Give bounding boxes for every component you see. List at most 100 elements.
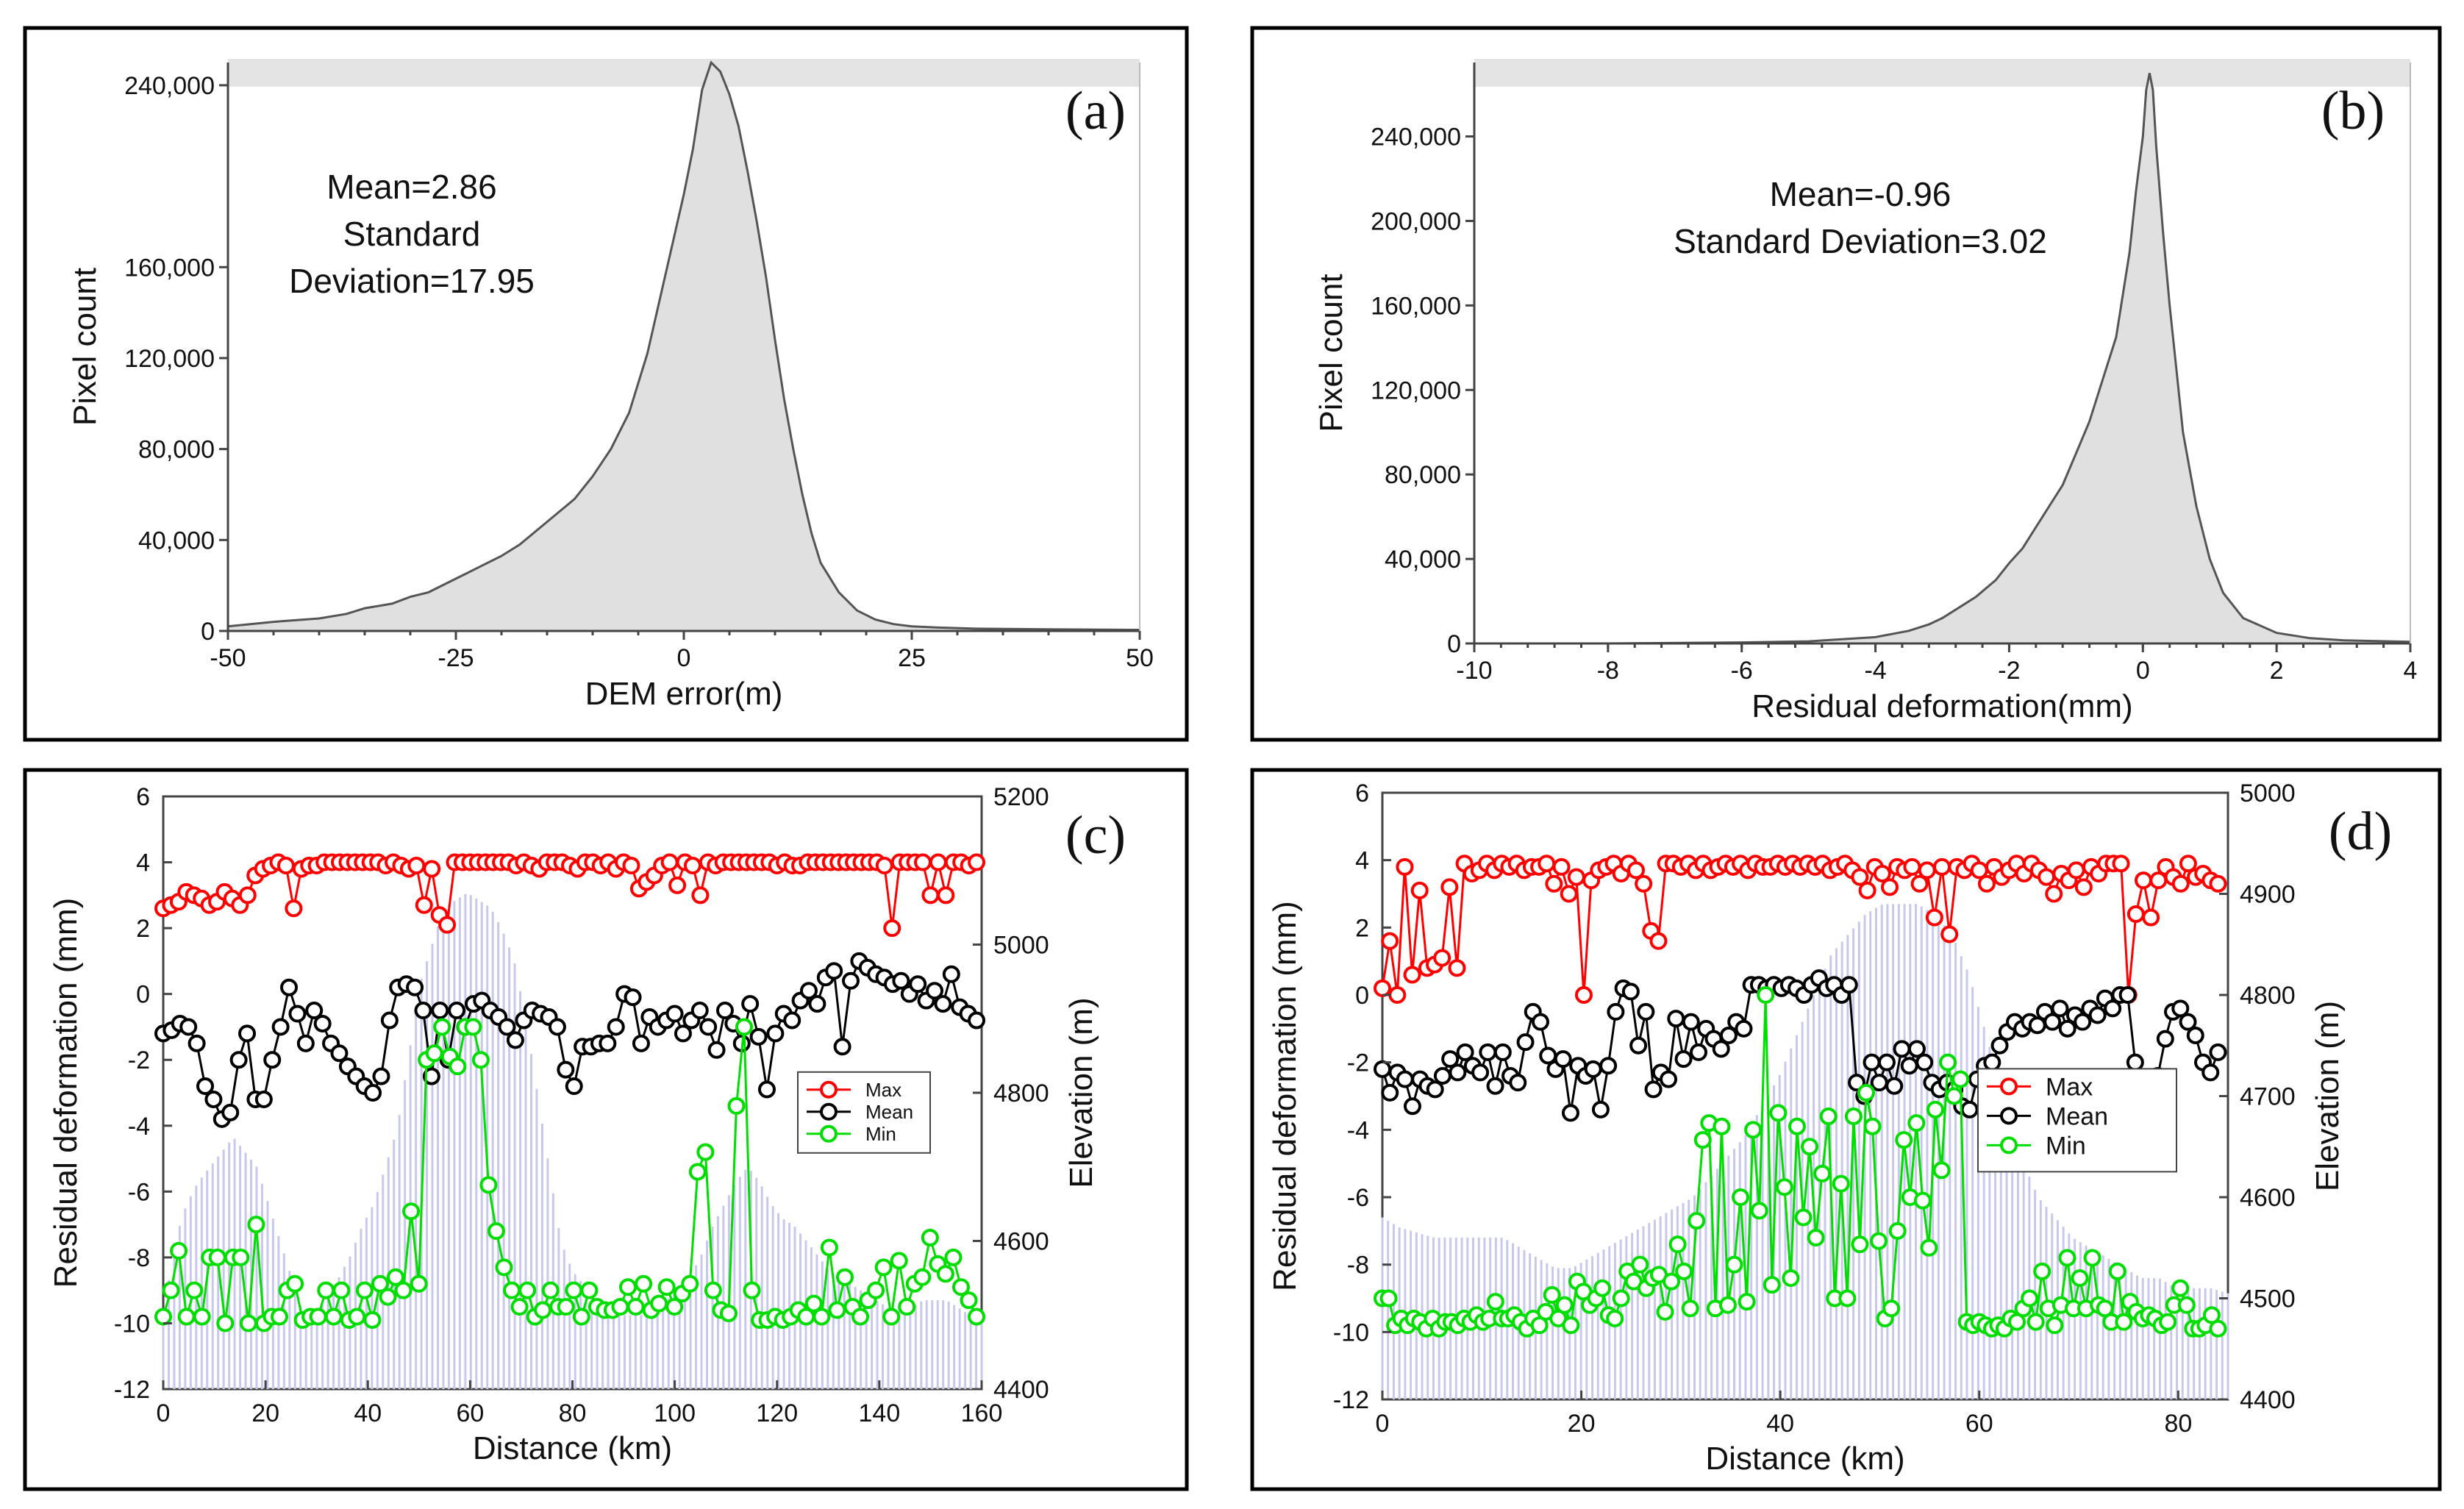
series-point-mean [305, 1002, 324, 1020]
series-point-min [580, 1281, 599, 1299]
stats-annotation: Standard Deviation=3.02 [1674, 222, 2047, 260]
y2-tick-label: 4900 [2240, 881, 2296, 909]
series-point-min [177, 1308, 196, 1326]
y2-axis-label: Elevation (m) [1063, 997, 1099, 1188]
series-point-mean [690, 1002, 709, 1020]
series-point-mean [968, 1011, 986, 1030]
series-point-min [898, 1298, 916, 1316]
series-point-max [1940, 925, 1959, 943]
series-point-mean [1509, 1074, 1527, 1092]
series-point-min [1593, 1279, 1612, 1297]
series-point-mean [2118, 986, 2137, 1004]
series-point-min [1857, 1083, 1875, 1102]
series-point-min [1688, 1212, 1706, 1230]
series-point-mean [1712, 1040, 1730, 1058]
x-tick-label: 120 [756, 1399, 798, 1427]
series-point-min [1907, 1114, 1926, 1132]
series-point-mean [179, 1018, 198, 1036]
series-point-max [875, 857, 893, 875]
series-point-mean [1426, 1080, 1444, 1099]
series-point-min [1788, 1117, 1806, 1135]
series-point-min [1763, 1276, 1781, 1294]
series-point-min [944, 1248, 963, 1266]
series-point-max [2112, 855, 2130, 873]
series-point-mean [313, 1014, 332, 1032]
x-axis-label: Distance (km) [1705, 1441, 1904, 1477]
series-point-min [1838, 1289, 1857, 1308]
panel-label: (d) [2329, 802, 2392, 862]
x-tick-label: -6 [1731, 657, 1753, 685]
series-point-max [1635, 874, 1653, 893]
series-point-min [1713, 1117, 1731, 1135]
series-point-mean [414, 1002, 432, 1020]
y-tick-label: -2 [1347, 1049, 1369, 1077]
series-point-min [657, 1278, 676, 1296]
series-point-mean [1877, 1053, 1896, 1071]
series-point-min [611, 1298, 629, 1316]
series-point-min [619, 1278, 638, 1296]
series-point-min [936, 1265, 954, 1283]
panel-c: 0 20 40 60 80 100 120 140 160 -12 -10 -8 -6 -4 -2 0 2 4 6 4… [48, 783, 1126, 1466]
series-point-min [2115, 1313, 2133, 1331]
series-point-min [1379, 1289, 1398, 1308]
series-point-mean [632, 1034, 650, 1052]
series-point-min [1807, 1229, 1825, 1246]
series-point-mean [1885, 1077, 1904, 1095]
x-tick-label: -8 [1597, 657, 1619, 685]
series-point-mean [1532, 1013, 1550, 1031]
y2-tick-label: 4400 [2240, 1386, 2296, 1414]
series-point-min [882, 1308, 901, 1326]
series-point-min [1656, 1302, 1674, 1321]
series-point-mean [1396, 1070, 1414, 1088]
series-point-max [2074, 878, 2093, 896]
series-point-min [735, 1018, 754, 1036]
y-tick-label: 160,000 [124, 254, 215, 282]
x-tick-label: 80 [559, 1399, 587, 1427]
series-point-min [1775, 1178, 1793, 1196]
series-point-min [1693, 1131, 1712, 1149]
series-point-min [688, 1163, 707, 1181]
series-point-mean [1629, 1036, 1648, 1055]
series-point-min [2071, 1269, 2089, 1287]
panel-b-frame [1250, 26, 2442, 742]
series-point-mean [715, 1002, 734, 1020]
y2-tick-label: 4700 [2240, 1083, 2296, 1111]
series-point-min [913, 1268, 932, 1286]
series-point-min [804, 1294, 823, 1313]
series-point-max [2142, 908, 2160, 927]
series-point-min [921, 1229, 939, 1247]
series-point-mean [1374, 1060, 1391, 1078]
series-point-min [410, 1274, 428, 1293]
x-tick-label: 25 [898, 644, 926, 672]
series-point-mean [1690, 1043, 1708, 1061]
series-point-max [1627, 861, 1645, 880]
series-point-max [415, 896, 433, 914]
y2-tick-label: 4500 [2240, 1285, 2296, 1313]
series-point-min [1543, 1285, 1561, 1304]
series-point-max [1925, 908, 1943, 927]
series-point-max [1881, 878, 1899, 896]
series-point-min [1832, 1174, 1850, 1193]
panel-label: (b) [2321, 81, 2385, 141]
series-point-min [704, 1281, 722, 1299]
series-point-max [285, 899, 303, 918]
series-point-mean [1719, 1027, 1738, 1044]
series-point-max [407, 857, 426, 875]
y-tick-label: 4 [136, 849, 150, 877]
series-point-max [1388, 986, 1407, 1004]
series-point-max [1574, 986, 1593, 1004]
y2-tick-label: 5000 [2240, 780, 2296, 807]
series-point-max [1851, 868, 1869, 886]
series-point-max [1448, 959, 1466, 977]
x-tick-label: 2 [2270, 657, 2284, 685]
y2-tick-label: 5200 [993, 783, 1049, 811]
x-tick-label: 40 [354, 1399, 382, 1427]
series-point-min [626, 1298, 645, 1316]
panel-d: 0 20 40 60 80 -12 -10 -8 -6 -4 -2 0 2 4 6 4400 4500 4600 4… [1267, 780, 2392, 1477]
series-point-max [1440, 878, 1459, 896]
series-point-max [883, 919, 901, 938]
series-point-min [1863, 1117, 1882, 1135]
y-tick-label: 2 [1355, 914, 1369, 942]
x-tick-label: 0 [677, 644, 691, 672]
series-point-max [1410, 881, 1429, 899]
